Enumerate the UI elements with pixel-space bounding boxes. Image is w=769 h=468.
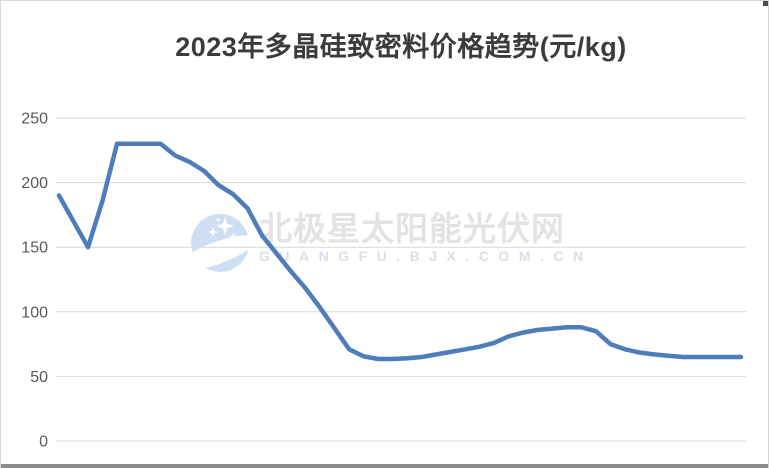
chart-title: 2023年多晶硅致密料价格趋势(元/kg) xyxy=(175,32,627,62)
y-axis-tick-label: 200 xyxy=(21,175,48,192)
price-line xyxy=(56,141,744,362)
y-axis-labels: 250 200 150 100 50 0 xyxy=(21,111,48,451)
gridlines xyxy=(56,117,746,442)
series-lines xyxy=(56,141,744,362)
y-axis-tick-label: 50 xyxy=(30,369,48,386)
y-axis-tick-label: 150 xyxy=(21,240,48,257)
y-axis-tick-label: 0 xyxy=(39,434,48,451)
bottom-border-edge xyxy=(1,464,768,468)
corner-mark xyxy=(763,1,768,6)
y-axis-tick-label: 250 xyxy=(21,111,48,128)
y-axis-tick-label: 100 xyxy=(21,304,48,321)
